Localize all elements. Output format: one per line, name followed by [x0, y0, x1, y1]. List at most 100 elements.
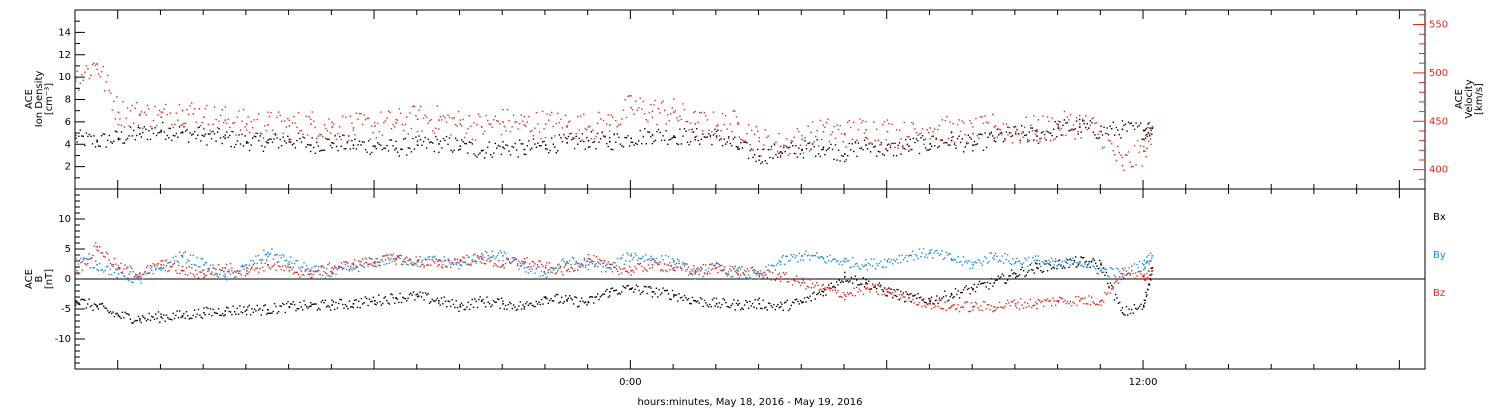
bx-point [663, 289, 666, 292]
by-point [814, 254, 816, 257]
bx-point [1040, 269, 1042, 272]
by-point [1121, 275, 1124, 278]
bz-point-key [1057, 300, 1060, 302]
velocity-point [1016, 128, 1018, 130]
bz-point [1099, 301, 1101, 303]
bx-point [336, 307, 339, 309]
density-point [810, 148, 812, 150]
by-point [926, 256, 929, 259]
bz-point [450, 266, 452, 268]
density-point [1024, 134, 1026, 137]
bz-point [817, 284, 819, 287]
bx-point [233, 311, 236, 313]
bz-point-key [224, 267, 227, 269]
by-point [709, 272, 711, 275]
density-point [236, 140, 239, 142]
by-point [1089, 260, 1091, 263]
velocity-point-key [609, 124, 611, 126]
bx-point [269, 312, 272, 314]
density-point [1127, 121, 1130, 123]
velocity-point-key [801, 138, 803, 141]
bx-point [970, 286, 973, 289]
by-point [906, 260, 909, 263]
bz-point [109, 262, 112, 265]
by-point [253, 262, 256, 264]
density-point [448, 137, 451, 139]
velocity-point [212, 123, 214, 125]
density-point [306, 143, 309, 146]
bx-point [1140, 303, 1142, 306]
bx-point [913, 295, 915, 297]
bx-point [902, 292, 905, 294]
bz-point [124, 264, 126, 266]
bz-point [837, 289, 839, 292]
bz-point [832, 289, 834, 291]
velocity-point [479, 115, 481, 118]
bz-point [880, 286, 882, 288]
bz-point [308, 274, 310, 276]
density-point [926, 149, 928, 151]
bx-point [841, 280, 843, 282]
by-point [714, 264, 716, 267]
velocity-point [952, 123, 954, 125]
bx-point [683, 294, 686, 297]
by-point [822, 257, 824, 259]
density-point [1050, 132, 1052, 135]
velocity-point [230, 130, 232, 133]
velocity-point [551, 111, 553, 114]
density-point [1147, 123, 1149, 125]
density-point [445, 135, 448, 138]
density-point [607, 145, 609, 148]
bz-point [1045, 299, 1047, 302]
by-point [810, 254, 812, 257]
by-point [136, 274, 138, 276]
velocity-point [500, 133, 503, 136]
density-point [964, 146, 966, 148]
bz-point [157, 262, 160, 265]
density-point [737, 148, 739, 150]
by-point [454, 259, 456, 261]
bx-point [1093, 259, 1095, 261]
by-point [516, 263, 519, 265]
bz-point [731, 266, 734, 268]
bz-point [319, 273, 321, 276]
bz-point [898, 293, 901, 296]
by-point [1046, 262, 1049, 264]
density-point [982, 149, 985, 151]
by-point [334, 266, 336, 269]
velocity-point-key [395, 122, 397, 124]
velocity-point [548, 119, 550, 121]
velocity-point [924, 138, 927, 140]
velocity-point [1130, 166, 1133, 168]
velocity-point [146, 104, 149, 107]
by-point [312, 270, 314, 272]
bz-point [1026, 302, 1029, 305]
bx-point [443, 296, 445, 298]
density-point [766, 162, 768, 165]
density-point [924, 147, 927, 149]
bx-point [770, 305, 772, 307]
bx-point [621, 291, 623, 293]
velocity-point [1053, 139, 1055, 141]
by-point [631, 258, 634, 261]
velocity-point [282, 132, 284, 135]
bx-point [111, 312, 113, 315]
density-point [187, 141, 190, 143]
bx-point [120, 317, 122, 320]
density-point-key [352, 144, 355, 146]
density-point [1022, 131, 1024, 133]
density-point [535, 146, 538, 148]
bz-point [555, 272, 557, 274]
velocity-point [476, 123, 478, 126]
bx-point [1125, 305, 1128, 308]
velocity-point [935, 137, 937, 139]
by-point [761, 273, 763, 276]
velocity-point-key [117, 111, 120, 114]
bx-point [857, 284, 859, 286]
velocity-point [1147, 131, 1149, 133]
bx-point [338, 302, 340, 305]
velocity-point [920, 132, 922, 135]
velocity-point [705, 115, 707, 117]
bz-point [360, 264, 363, 267]
density-point [807, 142, 809, 145]
